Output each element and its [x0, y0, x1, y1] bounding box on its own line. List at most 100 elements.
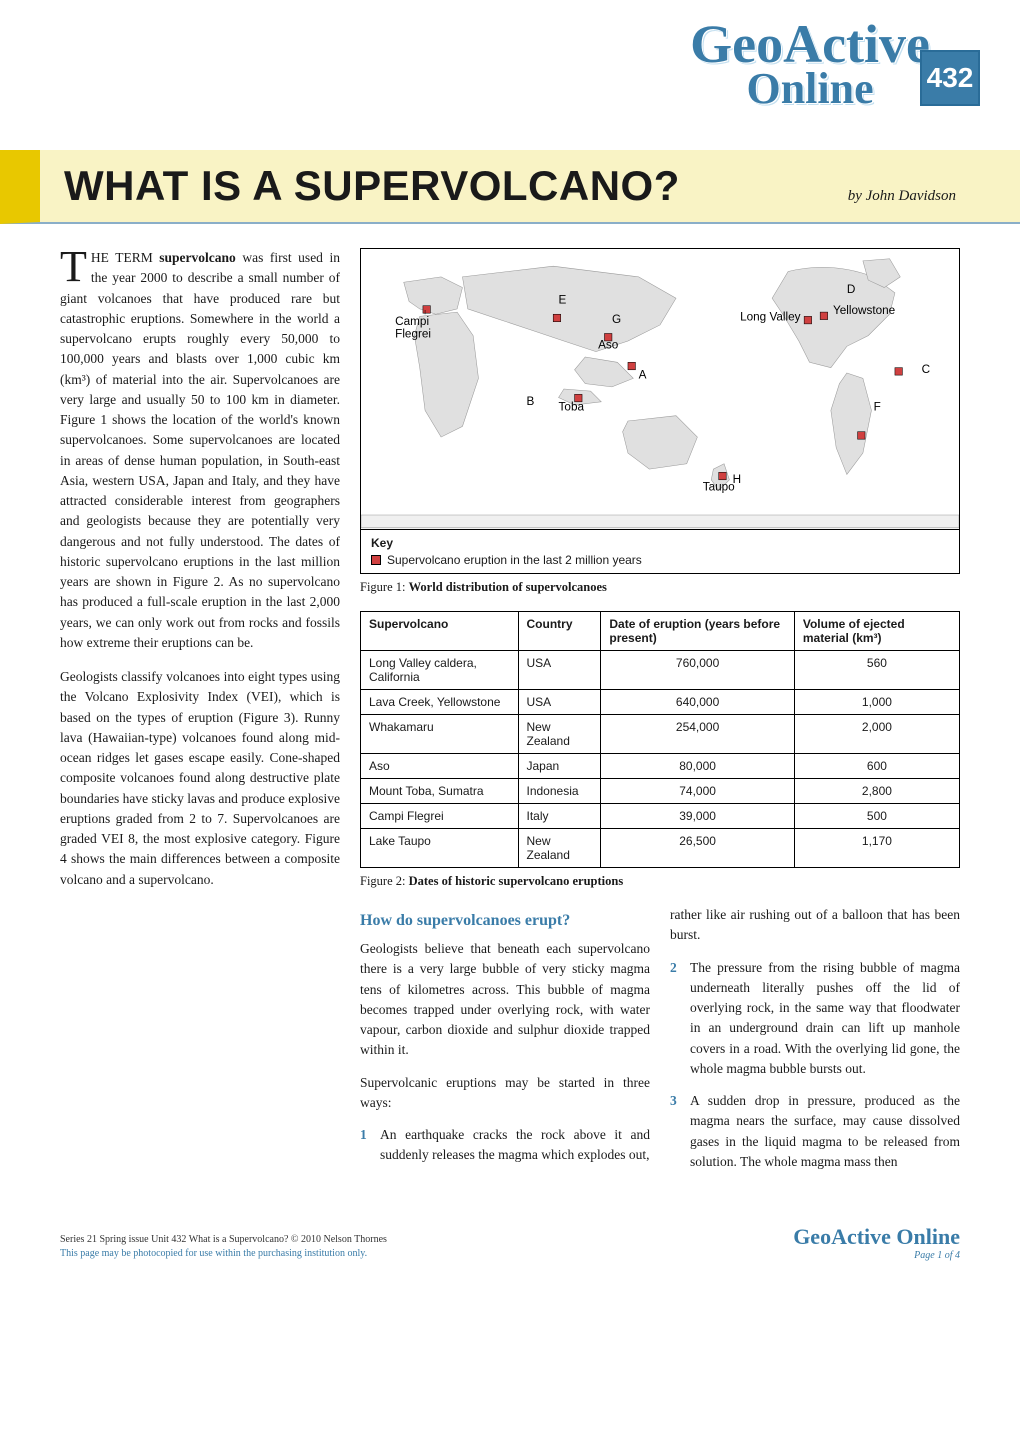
- list-text-2: The pressure from the rising bubble of m…: [690, 958, 960, 1080]
- left-column: T HE TERM supervolcano was first used in …: [60, 248, 340, 1184]
- footer-line-2: This page may be photocopied for use wit…: [60, 1247, 387, 1261]
- map-letter-A: A: [639, 368, 647, 381]
- list-num-2: 2: [670, 958, 684, 1080]
- th-date: Date of eruption (years before present): [601, 612, 794, 651]
- table-cell: Whakamaru: [361, 715, 519, 754]
- fig1-title: World distribution of supervolcanoes: [409, 580, 607, 594]
- intro-para-1: T HE TERM supervolcano was first used in …: [60, 248, 340, 653]
- list-item-1: 1 An earthquake cracks the rock above it…: [360, 1125, 650, 1166]
- map-letter-D: D: [847, 283, 855, 296]
- key-square-icon: [371, 555, 381, 565]
- table-cell: 1,000: [794, 690, 959, 715]
- map-label-aso: Aso: [598, 338, 619, 351]
- section-para-2: Supervolcanic eruptions may be started i…: [360, 1073, 650, 1114]
- table-cell: 74,000: [601, 779, 794, 804]
- table-row: Long Valley caldera, CaliforniaUSA760,00…: [361, 651, 960, 690]
- table-cell: New Zealand: [518, 715, 601, 754]
- footer-logo: GeoActive Online: [793, 1224, 960, 1250]
- table-cell: 600: [794, 754, 959, 779]
- section-para-1: Geologists believe that beneath each sup…: [360, 939, 650, 1061]
- title-bar: WHAT IS A SUPERVOLCANO? by John Davidson: [0, 150, 1020, 224]
- table-cell: Indonesia: [518, 779, 601, 804]
- map-label-toba: Toba: [559, 400, 585, 413]
- map-letter-B: B: [527, 395, 535, 408]
- table-cell: Japan: [518, 754, 601, 779]
- table-cell: Long Valley caldera, California: [361, 651, 519, 690]
- list-num-1: 1: [360, 1125, 374, 1166]
- map-letter-C: C: [922, 363, 931, 376]
- key-item-text: Supervolcano eruption in the last 2 mill…: [387, 553, 642, 567]
- table-row: AsoJapan80,000600: [361, 754, 960, 779]
- table-cell: Campi Flegrei: [361, 804, 519, 829]
- fig1-label: Figure 1:: [360, 580, 409, 594]
- th-supervolcano: Supervolcano: [361, 612, 519, 651]
- list-1-continuation: rather like air rushing out of a balloon…: [670, 905, 960, 946]
- logo-geoactive: GeoActive: [690, 20, 930, 69]
- footer-right: GeoActive Online Page 1 of 4: [793, 1224, 960, 1261]
- dropcap: T: [60, 250, 87, 284]
- lower-col-2: rather like air rushing out of a balloon…: [670, 905, 960, 1184]
- intro-para-2: Geologists classify volcanoes into eight…: [60, 667, 340, 890]
- table-cell: New Zealand: [518, 829, 601, 868]
- figure-2-caption: Figure 2: Dates of historic supervolcano…: [360, 874, 960, 889]
- eruptions-table: Supervolcano Country Date of eruption (y…: [360, 611, 960, 868]
- table-row: WhakamaruNew Zealand254,0002,000: [361, 715, 960, 754]
- map-letter-G: G: [612, 313, 621, 326]
- table-cell: 2,000: [794, 715, 959, 754]
- table-cell: Mount Toba, Sumatra: [361, 779, 519, 804]
- page-title: WHAT IS A SUPERVOLCANO?: [64, 162, 680, 210]
- author: by John Davidson: [848, 188, 956, 205]
- lower-col-1: How do supervolcanoes erupt? Geologists …: [360, 905, 650, 1184]
- page-footer: Series 21 Spring issue Unit 432 What is …: [60, 1224, 960, 1261]
- table-cell: 26,500: [601, 829, 794, 868]
- footer-line-1: Series 21 Spring issue Unit 432 What is …: [60, 1233, 387, 1247]
- figure-1-caption: Figure 1: World distribution of supervol…: [360, 580, 960, 595]
- map-label-campi: Campi: [395, 315, 429, 328]
- table-cell: 760,000: [601, 651, 794, 690]
- map-key: Key Supervolcano eruption in the last 2 …: [361, 529, 959, 573]
- logo-online: Online: [690, 69, 930, 109]
- table-cell: Lava Creek, Yellowstone: [361, 690, 519, 715]
- logo-area: GeoActive Online: [690, 20, 930, 108]
- para1-rest: was first used in the year 2000 to descr…: [60, 250, 340, 650]
- map-label-taupo: Taupo: [703, 480, 735, 493]
- map-letter-E: E: [559, 294, 567, 307]
- th-country: Country: [518, 612, 601, 651]
- world-map-figure: Campi Flegrei Aso Toba Taupo Long Valley…: [360, 248, 960, 574]
- map-label-flegrei: Flegrei: [395, 328, 431, 341]
- list-item-3: 3 A sudden drop in pressure, produced as…: [670, 1091, 960, 1172]
- footer-left: Series 21 Spring issue Unit 432 What is …: [60, 1233, 387, 1261]
- table-cell: 80,000: [601, 754, 794, 779]
- table-cell: Italy: [518, 804, 601, 829]
- table-cell: 254,000: [601, 715, 794, 754]
- table-cell: USA: [518, 651, 601, 690]
- th-volume: Volume of ejected material (km³): [794, 612, 959, 651]
- map-label-yellowstone: Yellowstone: [833, 304, 895, 317]
- table-cell: 640,000: [601, 690, 794, 715]
- table-cell: Aso: [361, 754, 519, 779]
- issue-badge: 432: [920, 50, 980, 106]
- footer-page: Page 1 of 4: [793, 1250, 960, 1261]
- table-row: Lake TaupoNew Zealand26,5001,170: [361, 829, 960, 868]
- list-num-3: 3: [670, 1091, 684, 1172]
- map-letter-F: F: [874, 400, 881, 413]
- table-row: Mount Toba, SumatraIndonesia74,0002,800: [361, 779, 960, 804]
- table-cell: 500: [794, 804, 959, 829]
- table-row: Lava Creek, YellowstoneUSA640,0001,000: [361, 690, 960, 715]
- list-text-1: An earthquake cracks the rock above it a…: [380, 1125, 650, 1166]
- key-item: Supervolcano eruption in the last 2 mill…: [371, 553, 949, 567]
- world-map-svg: Campi Flegrei Aso Toba Taupo Long Valley…: [361, 249, 959, 529]
- main-content: T HE TERM supervolcano was first used in …: [60, 248, 960, 1184]
- table-cell: 39,000: [601, 804, 794, 829]
- table-cell: 2,800: [794, 779, 959, 804]
- fig2-title: Dates of historic supervolcano eruptions: [409, 874, 624, 888]
- map-letter-H: H: [733, 473, 741, 486]
- table-row: Campi FlegreiItaly39,000500: [361, 804, 960, 829]
- table-cell: Lake Taupo: [361, 829, 519, 868]
- first-line: HE TERM: [91, 250, 159, 265]
- term-supervolcano: supervolcano: [159, 250, 236, 265]
- section-heading: How do supervolcanoes erupt?: [360, 909, 650, 933]
- map-label-longvalley: Long Valley: [740, 311, 801, 324]
- fig2-label: Figure 2:: [360, 874, 409, 888]
- list-item-2: 2 The pressure from the rising bubble of…: [670, 958, 960, 1080]
